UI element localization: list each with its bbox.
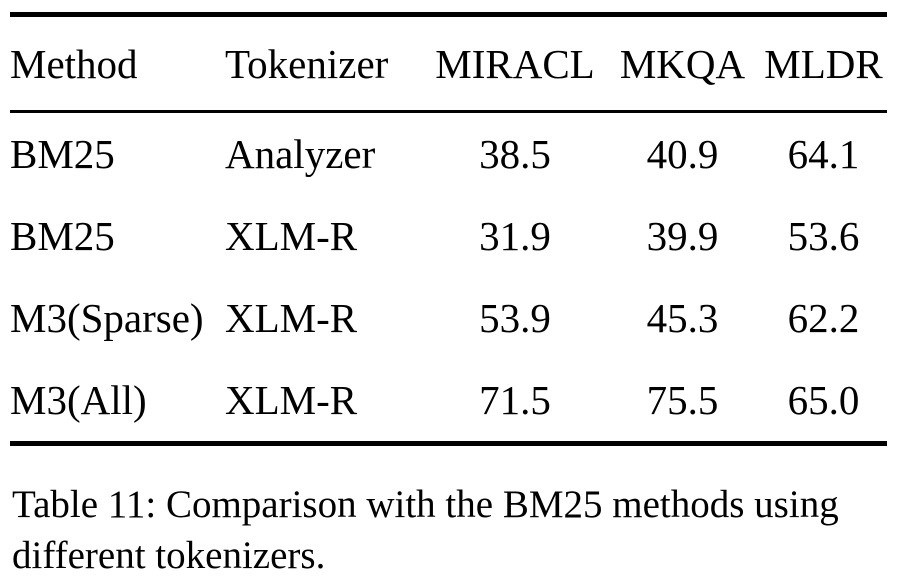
cell-method: M3(All) [10, 377, 147, 423]
cell-mkqa: 45.3 [646, 295, 719, 341]
column-header-tokenizer: Tokenizer [225, 14, 425, 113]
cell-miracl: 31.9 [479, 213, 551, 259]
cell-tokenizer: Analyzer [225, 131, 376, 177]
table-caption: Table 11: Comparison with the BM25 metho… [12, 483, 839, 577]
cell-miracl: 38.5 [479, 131, 551, 177]
table-row: BM25 Analyzer 38.5 40.9 64.1 [10, 112, 887, 196]
cell-miracl: 53.9 [479, 295, 551, 341]
column-header-mldr: MLDR [760, 14, 887, 113]
cell-miracl: 71.5 [479, 377, 551, 423]
cell-tokenizer: XLM-R [225, 295, 358, 341]
cell-mldr: 64.1 [787, 131, 860, 177]
results-table: Method Tokenizer MIRACL MKQA MLDR BM25 A… [10, 12, 887, 446]
table-row: BM25 XLM-R 31.9 39.9 53.6 [10, 195, 887, 277]
cell-mldr: 62.2 [787, 295, 860, 341]
column-header-method: Method [10, 14, 225, 113]
table-row: M3(All) XLM-R 71.5 75.5 65.0 [10, 359, 887, 444]
cell-tokenizer: XLM-R [225, 213, 358, 259]
cell-tokenizer: XLM-R [225, 377, 358, 423]
cell-mldr: 65.0 [787, 377, 860, 423]
cell-mldr: 53.6 [787, 213, 860, 259]
cell-mkqa: 39.9 [646, 213, 719, 259]
column-header-miracl: MIRACL [425, 14, 605, 113]
cell-method: BM25 [10, 213, 115, 259]
cell-method: BM25 [10, 131, 115, 177]
cell-method: M3(Sparse) [10, 295, 204, 341]
table-header-row: Method Tokenizer MIRACL MKQA MLDR [10, 14, 887, 113]
cell-mkqa: 40.9 [646, 131, 719, 177]
table-row: M3(Sparse) XLM-R 53.9 45.3 62.2 [10, 277, 887, 359]
column-header-mkqa: MKQA [605, 14, 760, 113]
cell-mkqa: 75.5 [646, 377, 719, 423]
